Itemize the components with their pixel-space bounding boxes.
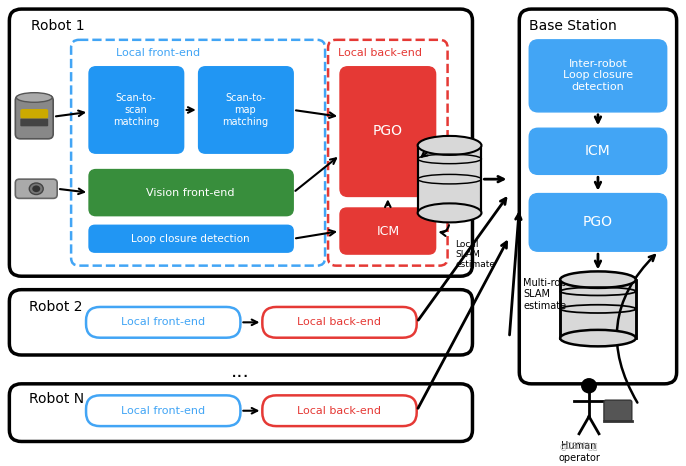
FancyBboxPatch shape xyxy=(529,40,667,112)
Text: Scan-to-
map
matching: Scan-to- map matching xyxy=(222,93,268,127)
FancyBboxPatch shape xyxy=(340,208,436,254)
FancyBboxPatch shape xyxy=(86,395,240,426)
FancyBboxPatch shape xyxy=(21,119,48,126)
Text: Inter-robot
Loop closure
detection: Inter-robot Loop closure detection xyxy=(563,59,633,92)
Ellipse shape xyxy=(29,183,43,194)
Bar xyxy=(560,280,636,338)
Text: Loop closure detection: Loop closure detection xyxy=(131,234,250,244)
Ellipse shape xyxy=(418,203,482,222)
Text: Local back-end: Local back-end xyxy=(297,317,381,327)
FancyBboxPatch shape xyxy=(15,179,57,199)
Ellipse shape xyxy=(418,136,482,155)
Text: PGO: PGO xyxy=(372,124,403,138)
Ellipse shape xyxy=(16,93,52,102)
Text: ICM: ICM xyxy=(585,144,611,158)
FancyBboxPatch shape xyxy=(519,9,676,384)
FancyBboxPatch shape xyxy=(10,290,473,355)
FancyBboxPatch shape xyxy=(529,193,667,251)
Ellipse shape xyxy=(581,378,597,393)
FancyBboxPatch shape xyxy=(71,40,325,266)
Text: Human
operator: Human operator xyxy=(558,441,600,463)
FancyBboxPatch shape xyxy=(198,67,293,153)
Text: Local front-end: Local front-end xyxy=(121,317,205,327)
Text: Scan-to-
scan
matching: Scan-to- scan matching xyxy=(113,93,159,127)
FancyBboxPatch shape xyxy=(89,67,184,153)
Text: PGO: PGO xyxy=(583,215,613,229)
Text: Local back-end: Local back-end xyxy=(338,48,422,58)
Text: @CSDN博客: @CSDN博客 xyxy=(559,441,598,451)
Text: Local front-end: Local front-end xyxy=(116,48,200,58)
FancyBboxPatch shape xyxy=(604,400,632,421)
Text: Base Station: Base Station xyxy=(529,20,617,34)
Text: Vision front-end: Vision front-end xyxy=(146,188,235,198)
Text: Multi-robot
SLAM
estimate: Multi-robot SLAM estimate xyxy=(523,278,576,311)
Text: Local front-end: Local front-end xyxy=(121,406,205,416)
FancyBboxPatch shape xyxy=(10,9,473,276)
Ellipse shape xyxy=(32,185,40,192)
FancyBboxPatch shape xyxy=(262,395,416,426)
Ellipse shape xyxy=(560,330,636,346)
FancyBboxPatch shape xyxy=(21,109,48,119)
Text: Local
SLAM
estimate: Local SLAM estimate xyxy=(456,240,495,269)
FancyBboxPatch shape xyxy=(15,96,54,139)
Text: Robot 1: Robot 1 xyxy=(32,20,85,34)
FancyBboxPatch shape xyxy=(10,384,473,441)
FancyBboxPatch shape xyxy=(328,40,447,266)
Text: Local back-end: Local back-end xyxy=(297,406,381,416)
FancyBboxPatch shape xyxy=(340,67,436,197)
Bar xyxy=(418,145,482,213)
FancyBboxPatch shape xyxy=(262,307,416,338)
Text: ICM: ICM xyxy=(376,225,399,238)
Text: Robot 2: Robot 2 xyxy=(29,300,83,314)
FancyBboxPatch shape xyxy=(86,307,240,338)
FancyBboxPatch shape xyxy=(89,170,293,216)
Text: ...: ... xyxy=(231,362,250,381)
Text: Robot N: Robot N xyxy=(29,392,84,406)
Ellipse shape xyxy=(560,271,636,288)
FancyBboxPatch shape xyxy=(529,128,667,174)
FancyBboxPatch shape xyxy=(89,225,293,252)
